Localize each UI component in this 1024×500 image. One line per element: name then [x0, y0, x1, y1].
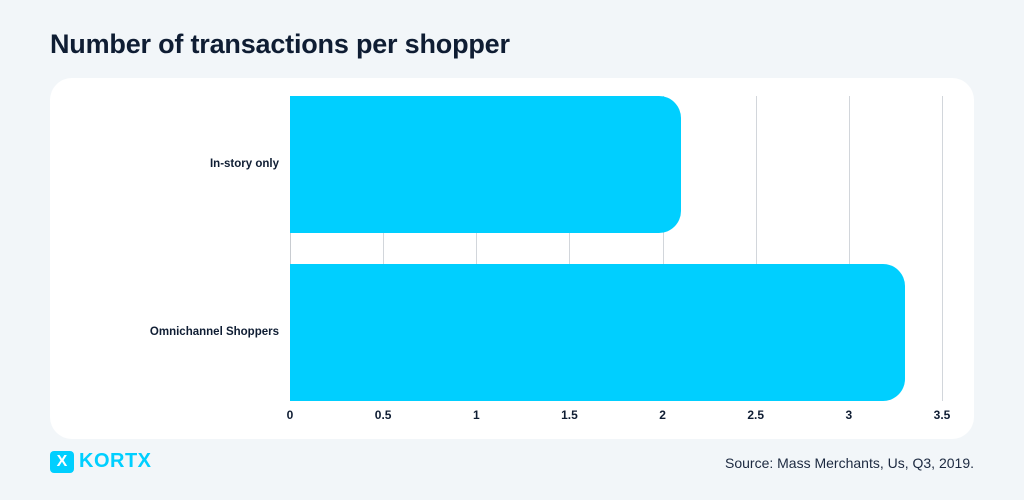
- gridline: [383, 96, 385, 401]
- x-tick-label: 3.5: [933, 408, 951, 422]
- x-tick-label: 2.5: [747, 408, 765, 422]
- kortx-logo-icon: X: [50, 450, 74, 473]
- gridline: [942, 96, 943, 401]
- x-tick-label: 0: [286, 408, 294, 422]
- category-label: Omnichannel Shoppers: [149, 325, 279, 338]
- x-tick-label: 0.5: [374, 408, 392, 422]
- chart-title: Number of transactions per shopper: [50, 29, 510, 59]
- gridline: [476, 96, 478, 401]
- gridline: [755, 96, 757, 401]
- kortx-logo: X KORTX: [50, 450, 152, 473]
- x-tick-label: 2: [659, 408, 666, 422]
- x-tick-label: 1.5: [561, 408, 578, 422]
- category-label: In-story only: [209, 157, 279, 170]
- source-note: Source: Mass Merchants, Us, Q3, 2019.: [725, 455, 974, 471]
- y-axis-line: [290, 96, 291, 401]
- gridline: [569, 96, 571, 401]
- bar-in-story-only: [290, 96, 682, 233]
- x-tick-label: 1: [472, 408, 480, 422]
- x-tick-label: 3: [845, 408, 853, 422]
- plot-area: [290, 96, 943, 401]
- bar-omnichannel-shoppers: [290, 264, 905, 401]
- gridline: [662, 96, 664, 401]
- kortx-logo-text: KORTX: [79, 450, 152, 472]
- gridline: [848, 96, 850, 401]
